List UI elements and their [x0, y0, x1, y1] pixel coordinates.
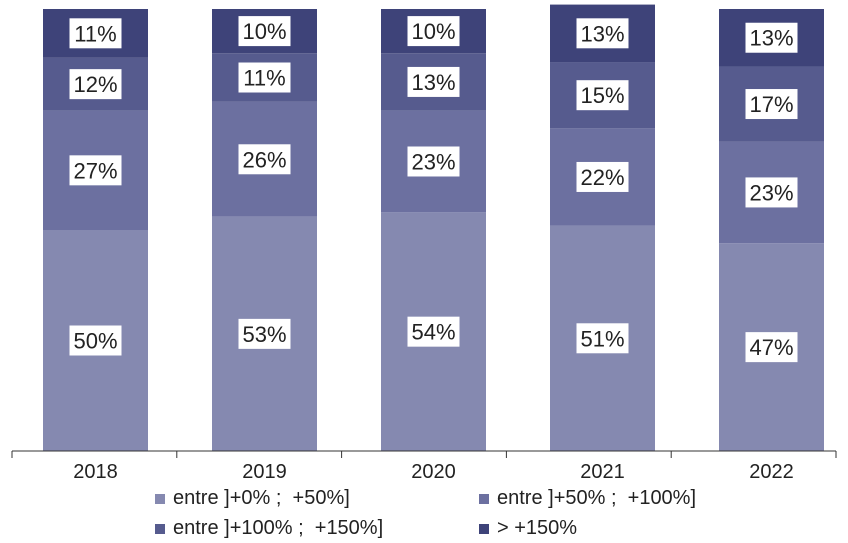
data-label-2022-2: 17% — [745, 89, 798, 120]
data-label-text: 27% — [73, 158, 117, 183]
data-label-text: 10% — [411, 19, 455, 44]
data-label-box — [69, 155, 122, 186]
data-label-text: 53% — [242, 322, 286, 347]
x-tick-label-2018: 2018 — [73, 461, 118, 483]
data-label-2020-3: 10% — [407, 16, 460, 47]
x-tick-label-2020: 2020 — [411, 461, 456, 483]
data-label-box — [69, 18, 122, 49]
data-label-2021-0: 51% — [576, 323, 629, 354]
x-tick-label-2022: 2022 — [749, 461, 794, 483]
data-label-text: 51% — [580, 326, 624, 351]
data-label-text: 11% — [243, 66, 285, 91]
data-label-box — [576, 323, 629, 354]
data-label-box — [576, 161, 629, 192]
data-label-text: 15% — [580, 83, 624, 108]
data-label-2019-1: 26% — [238, 144, 291, 175]
data-label-text: 17% — [749, 92, 793, 117]
data-label-text: 23% — [411, 149, 455, 174]
data-label-2020-0: 54% — [407, 316, 460, 347]
data-label-box — [407, 316, 460, 347]
data-label-box — [745, 332, 798, 363]
data-label-box — [576, 18, 629, 49]
data-label-text: 11% — [74, 21, 116, 46]
data-label-2018-0: 50% — [69, 325, 122, 356]
data-label-box — [407, 146, 460, 177]
data-label-text: 13% — [749, 26, 793, 51]
data-label-box — [238, 318, 291, 349]
data-label-text: 47% — [749, 335, 793, 360]
data-label-box — [69, 69, 122, 100]
data-labels-layer: 50% 27% 12% 11% 53% 26% 11% 10% 54% 23% 13% 10% 51% 2… — [69, 16, 798, 363]
data-label-box — [576, 80, 629, 111]
data-label-box — [238, 62, 291, 93]
x-tick-label-2019: 2019 — [242, 461, 287, 483]
data-label-2022-3: 13% — [745, 22, 798, 53]
data-label-2019-0: 53% — [238, 318, 291, 349]
data-label-2022-0: 47% — [745, 332, 798, 363]
data-label-2020-2: 13% — [407, 66, 460, 97]
x-axis: 2018 2019 2020 2021 2022 — [11, 450, 837, 483]
data-label-2022-1: 23% — [745, 177, 798, 208]
data-label-box — [238, 144, 291, 175]
data-label-box — [407, 66, 460, 97]
data-label-2018-3: 11% — [69, 18, 122, 49]
data-label-2019-2: 11% — [238, 62, 291, 93]
data-label-2018-2: 12% — [69, 69, 122, 100]
data-label-2021-1: 22% — [576, 161, 629, 192]
data-label-box — [745, 22, 798, 53]
data-label-text: 26% — [242, 147, 286, 172]
data-label-box — [69, 325, 122, 356]
data-label-box — [407, 16, 460, 47]
data-label-box — [745, 177, 798, 208]
data-label-text: 13% — [580, 21, 624, 46]
data-label-text: 10% — [242, 19, 286, 44]
data-label-text: 23% — [749, 180, 793, 205]
data-label-text: 12% — [73, 72, 117, 97]
x-tick-label-2021: 2021 — [580, 461, 625, 483]
data-label-text: 54% — [411, 320, 455, 345]
data-label-2021-2: 15% — [576, 80, 629, 111]
data-label-box — [745, 89, 798, 120]
data-label-text: 50% — [73, 329, 117, 354]
data-label-2021-3: 13% — [576, 18, 629, 49]
data-label-box — [238, 16, 291, 47]
data-label-2020-1: 23% — [407, 146, 460, 177]
data-label-text: 22% — [580, 165, 624, 190]
data-label-text: 13% — [411, 70, 455, 95]
data-label-2018-1: 27% — [69, 155, 122, 186]
data-label-2019-3: 10% — [238, 16, 291, 47]
